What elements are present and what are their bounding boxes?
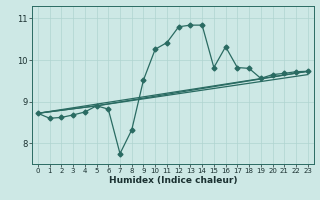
- X-axis label: Humidex (Indice chaleur): Humidex (Indice chaleur): [108, 176, 237, 185]
